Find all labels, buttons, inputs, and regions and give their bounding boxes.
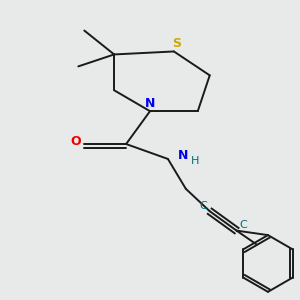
Text: H: H <box>191 156 200 166</box>
Text: O: O <box>70 135 81 148</box>
Text: C: C <box>199 201 207 211</box>
Text: N: N <box>178 149 188 163</box>
Text: S: S <box>172 38 182 50</box>
Text: C: C <box>239 220 247 230</box>
Text: N: N <box>145 97 155 110</box>
